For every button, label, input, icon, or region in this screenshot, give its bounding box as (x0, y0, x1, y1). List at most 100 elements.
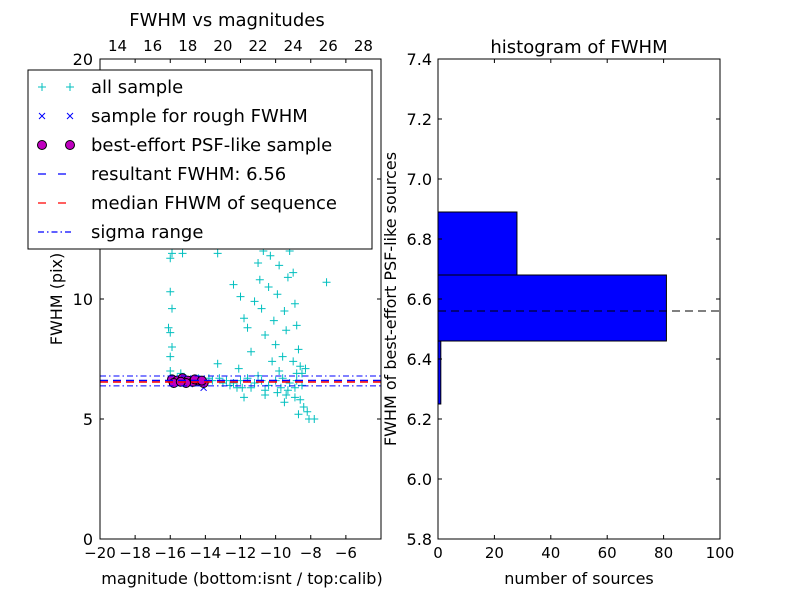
scatter-ticks: −20 −18 −16 −14 −12 −10 −8 −6 14 16 18 20 22 24 26 28 0 5… (73, 37, 381, 562)
legend-item: median FHWM of sequence (38, 193, 337, 214)
plus-marker (289, 268, 298, 277)
data-point-plus (213, 359, 222, 368)
data-point-plus (297, 369, 306, 378)
plus-marker (276, 383, 285, 392)
data-point-plus (310, 415, 319, 423)
plus-marker (264, 283, 273, 291)
data-point-plus (290, 299, 299, 308)
plus-marker (310, 415, 319, 423)
data-point-plus (247, 383, 256, 392)
plus-marker (294, 410, 303, 419)
legend-marker-plus (38, 83, 46, 91)
plus-marker (283, 273, 292, 282)
legend-label: sigma range (91, 222, 203, 243)
histogram-bars (437, 211, 720, 405)
data-point-plus (283, 386, 292, 395)
data-point-plus (290, 383, 299, 392)
plus-marker (166, 328, 175, 337)
data-point-plus (276, 383, 285, 392)
plus-marker (296, 395, 305, 404)
data-point-plus (273, 388, 282, 397)
histogram-ticks: 0 20 40 60 80 100 5.8 6.0 6.2 6.4 6.6 6.8 7.0 7.2 7.4 (407, 50, 735, 562)
data-point-plus (303, 407, 312, 416)
plus-marker (290, 393, 299, 402)
plus-marker (296, 362, 305, 371)
data-point-plus (275, 367, 284, 375)
legend-label: median FHWM of sequence (91, 193, 337, 214)
top-x-tick-label: 26 (319, 37, 338, 55)
legend-item: resultant FWHM: 6.56 (38, 164, 286, 185)
data-point-plus (247, 347, 256, 356)
plus-marker (290, 299, 299, 308)
x-tick-label: −12 (225, 544, 257, 562)
y-tick-label: 5 (83, 410, 93, 429)
data-point-plus (166, 254, 175, 263)
x-tick-label: 80 (654, 544, 673, 562)
plus-marker (271, 340, 280, 349)
x-tick-label: −10 (260, 544, 292, 562)
data-point-plus (178, 249, 187, 258)
histogram-chart: histogram of FWHM 0 20 40 60 80 100 5.8 6.0 6.2 6… (381, 37, 734, 588)
plus-marker (273, 388, 282, 397)
plus-marker (283, 386, 292, 395)
data-point-plus (166, 287, 175, 296)
data-point-plus (296, 362, 305, 371)
x-tick-label: 40 (541, 544, 560, 562)
plus-marker (266, 251, 275, 260)
data-point-plus (294, 345, 303, 354)
y-tick-label: 7.0 (407, 170, 432, 189)
plus-marker (168, 343, 177, 351)
plus-marker (297, 369, 306, 378)
circle-marker (37, 140, 47, 150)
data-point-plus (266, 251, 275, 260)
y-tick-label: 7.4 (407, 50, 432, 69)
data-point-plus (168, 343, 177, 351)
plus-marker (301, 364, 310, 373)
plus-marker (164, 323, 173, 332)
data-point-plus (166, 328, 175, 337)
top-x-tick-label: 24 (284, 37, 303, 55)
plus-marker (294, 345, 303, 354)
scatter-title: FWHM vs magnitudes (129, 10, 324, 31)
legend-label: sample for rough FWHM (91, 106, 308, 127)
plus-marker (261, 331, 270, 339)
data-point-plus (289, 357, 298, 366)
data-point-plus (166, 367, 175, 375)
legend-item: best-effort PSF-like sample (37, 135, 332, 156)
histogram-title: histogram of FWHM (490, 37, 667, 58)
plus-marker (168, 249, 177, 258)
data-point-plus (269, 316, 278, 325)
legend-label: all sample (91, 77, 183, 98)
plus-marker (229, 280, 238, 289)
x-tick-label: −8 (300, 544, 322, 562)
scatter-ylabel: FWHM (pix) (47, 253, 66, 346)
data-point-plus (240, 314, 249, 323)
x-tick-label: 20 (485, 544, 504, 562)
data-point-plus (250, 379, 259, 387)
plus-marker (273, 290, 282, 299)
histogram-xlabel: number of sources (504, 569, 654, 588)
data-point-plus (261, 331, 270, 339)
plus-marker (254, 259, 263, 267)
plus-marker (178, 249, 187, 258)
top-x-tick-label: 22 (249, 37, 268, 55)
data-point-plus (254, 259, 263, 267)
data-point-plus (301, 364, 310, 373)
plus-marker (292, 321, 301, 330)
legend-marker-circle (65, 140, 75, 150)
legend-item: all sample (38, 77, 183, 98)
plus-marker (243, 323, 252, 332)
y-tick-label: 10 (73, 290, 93, 309)
plus-marker (213, 359, 222, 368)
y-tick-label: 6.2 (407, 410, 432, 429)
plus-marker (268, 357, 277, 366)
legend-marker-x (66, 112, 74, 120)
x-tick-label: 0 (433, 544, 443, 562)
data-point-plus (261, 391, 270, 399)
y-tick-label: 0 (83, 530, 93, 549)
scatter-chart: FWHM vs magnitudes −20 −18 −16 −14 −12 −10 −8−… (27, 10, 383, 588)
legend-item: sample for rough FWHM (38, 106, 308, 127)
histogram-bar (437, 274, 667, 342)
plus-marker (322, 278, 331, 287)
plus-marker (257, 304, 266, 313)
